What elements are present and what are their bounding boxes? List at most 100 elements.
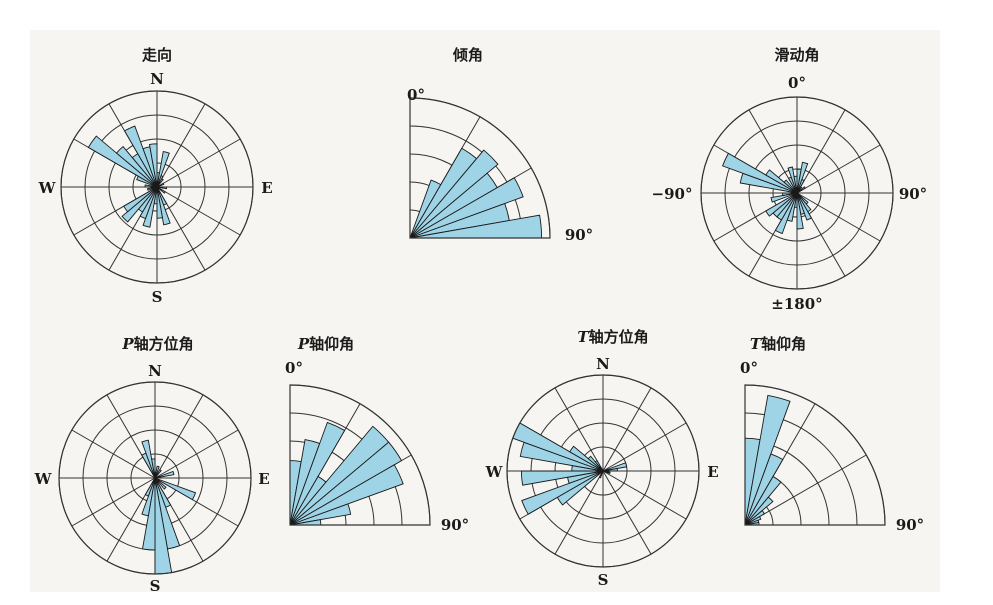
p-azimuth-petal xyxy=(154,470,175,479)
dip-outer-boundary xyxy=(409,97,551,239)
t-azimuth-grid-spoke xyxy=(602,470,687,520)
t-azimuth-petal xyxy=(602,462,628,472)
strike-label-right: E xyxy=(261,179,272,197)
p-azimuth-petal xyxy=(151,458,156,479)
p-azimuth-grid-spoke xyxy=(154,429,239,479)
t-azimuth-bars xyxy=(506,374,700,568)
strike-petal xyxy=(144,184,158,188)
t-plunge-bars xyxy=(744,384,886,526)
rake-petal xyxy=(722,152,798,194)
p-plunge-rose-panel: P轴仰角 0° 90° xyxy=(285,335,469,534)
t-plunge-title-prefix: T xyxy=(750,335,763,353)
t-azimuth-label-right: E xyxy=(707,463,718,481)
t-azimuth-grid-spoke xyxy=(602,422,687,472)
dip-bars xyxy=(409,97,551,239)
p-plunge-petal xyxy=(289,421,346,526)
figure-background xyxy=(30,30,940,592)
strike-petal xyxy=(156,186,171,226)
rake-label-right: 90° xyxy=(899,185,927,203)
strike-petal xyxy=(156,186,166,194)
t-azimuth-title-prefix: T xyxy=(577,328,590,346)
dip-label-end: 90° xyxy=(565,226,593,244)
rake-title: 滑动角 xyxy=(774,46,819,64)
dip-petal xyxy=(409,177,524,239)
t-plunge-title: T轴仰角 xyxy=(750,335,806,353)
rake-petal xyxy=(765,169,798,194)
rake-petal xyxy=(765,192,798,217)
p-azimuth-grid-spoke xyxy=(71,429,156,479)
p-plunge-label-start: 0° xyxy=(285,359,303,377)
rake-outer-ring xyxy=(700,96,894,290)
rake-petal xyxy=(770,192,798,203)
t-azimuth-rose-panel: T轴方位角 N S W E xyxy=(485,328,719,589)
rake-label-left: −90° xyxy=(652,185,693,203)
p-azimuth-label-left: W xyxy=(34,470,53,488)
p-azimuth-petal xyxy=(154,477,167,490)
p-azimuth-petal xyxy=(154,465,160,479)
rake-title-text: 滑动角 xyxy=(774,46,819,64)
strike-label-left: W xyxy=(38,179,57,197)
strike-petal xyxy=(156,178,164,188)
strike-label-top: N xyxy=(150,70,164,88)
p-azimuth-grid-spoke xyxy=(71,477,156,527)
strike-title: 走向 xyxy=(142,46,172,64)
t-azimuth-outer-ring xyxy=(506,374,700,568)
t-azimuth-label-bottom: S xyxy=(598,571,609,589)
t-plunge-label-end: 90° xyxy=(896,516,924,534)
t-plunge-outer-boundary xyxy=(744,384,886,526)
dip-title-text: 倾角 xyxy=(452,46,483,64)
p-plunge-bars xyxy=(289,384,431,526)
p-plunge-title-prefix: P xyxy=(297,335,310,353)
strike-grid-spoke xyxy=(156,186,241,236)
dip-rose-panel: 倾角 0° 90° xyxy=(407,46,593,244)
strike-label-bottom: S xyxy=(152,288,163,306)
rake-grid-spoke xyxy=(796,109,846,194)
t-plunge-grid-spoke xyxy=(744,454,867,526)
t-azimuth-petal xyxy=(598,470,604,479)
p-azimuth-label-top: N xyxy=(148,362,162,380)
t-azimuth-petal xyxy=(520,470,604,486)
dip-petal xyxy=(409,149,499,239)
rake-bars xyxy=(700,96,894,290)
rake-label-bottom: ±180° xyxy=(771,295,822,313)
p-azimuth-petal xyxy=(144,477,156,497)
t-azimuth-grid-spoke xyxy=(602,470,652,555)
t-plunge-petal xyxy=(744,453,784,526)
p-plunge-title-text: 轴仰角 xyxy=(309,335,354,353)
strike-grid-spoke xyxy=(156,103,206,188)
rake-petal xyxy=(796,186,806,194)
rake-petal xyxy=(796,186,803,194)
strike-petal xyxy=(123,125,158,188)
p-azimuth-petal xyxy=(154,477,197,501)
t-plunge-petal xyxy=(744,475,782,526)
t-plunge-rose-panel: T轴仰角 0° 90° xyxy=(740,335,924,534)
p-azimuth-title-prefix: P xyxy=(121,335,134,353)
rake-grid-spoke xyxy=(796,144,881,194)
t-azimuth-title: T轴方位角 xyxy=(577,328,648,346)
t-plunge-title-text: 轴仰角 xyxy=(761,335,806,353)
rake-label-top: 0° xyxy=(788,74,806,92)
p-plunge-title: P轴仰角 xyxy=(297,335,354,353)
rake-petal xyxy=(787,166,798,194)
t-azimuth-petal xyxy=(602,467,618,472)
rake-petal xyxy=(796,192,804,230)
strike-petal xyxy=(156,186,168,190)
t-plunge-petal xyxy=(744,515,762,526)
strike-petal xyxy=(121,186,158,223)
t-plunge-petal xyxy=(744,496,774,526)
p-azimuth-bars xyxy=(58,381,252,575)
p-plunge-petal xyxy=(289,503,352,526)
rake-petal xyxy=(783,179,798,194)
strike-grid-spoke xyxy=(156,138,241,188)
rake-grid-spoke xyxy=(796,192,881,242)
p-plunge-petal xyxy=(289,441,403,526)
t-azimuth-grid-spoke xyxy=(554,470,604,555)
strike-petal xyxy=(148,143,158,188)
p-plunge-petal xyxy=(289,464,404,526)
rake-petal xyxy=(782,192,798,197)
strike-petal xyxy=(87,135,158,188)
strike-petal xyxy=(147,186,158,191)
strike-petal xyxy=(156,186,163,219)
rake-rose-panel: 滑动角 0° ±180° −90° 90° xyxy=(652,46,928,313)
p-azimuth-outer-ring xyxy=(58,381,252,575)
